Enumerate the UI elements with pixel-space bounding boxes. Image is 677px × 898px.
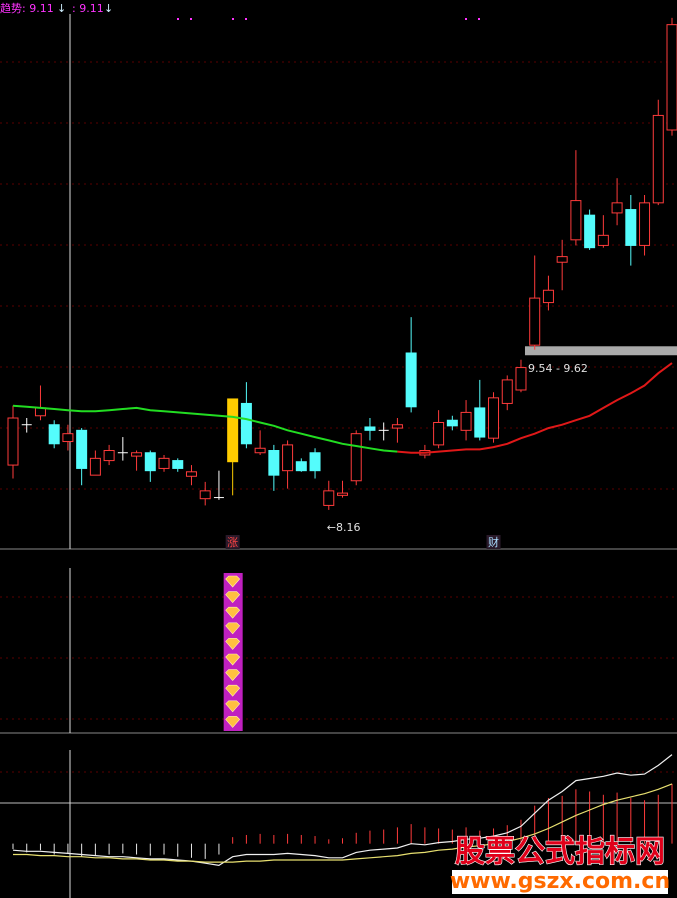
candle-body bbox=[433, 421, 445, 446]
candle-body bbox=[652, 114, 664, 204]
candle-body bbox=[131, 452, 143, 457]
candle-body bbox=[76, 429, 88, 469]
candle-body bbox=[62, 433, 74, 443]
candle-body bbox=[282, 444, 294, 472]
candle-body bbox=[172, 460, 184, 469]
candle-body bbox=[460, 411, 472, 431]
candle-body bbox=[158, 457, 170, 469]
candle-body bbox=[309, 452, 321, 472]
zone-label: 9.54 - 9.62 bbox=[528, 362, 588, 375]
low-label: ←8.16 bbox=[327, 521, 361, 534]
ma-line bbox=[12, 404, 398, 453]
candle-body bbox=[597, 234, 609, 246]
legend-arrow: ↓ bbox=[104, 2, 113, 15]
candle-body bbox=[48, 424, 60, 445]
candle-body bbox=[254, 447, 266, 454]
candle-body bbox=[570, 200, 582, 241]
candle-body bbox=[501, 379, 513, 404]
signal-diamond bbox=[225, 716, 241, 728]
candle-body bbox=[488, 397, 500, 439]
price-zone bbox=[524, 346, 677, 356]
candle-body bbox=[474, 407, 486, 438]
candle-body bbox=[625, 209, 637, 246]
candle-body bbox=[240, 402, 252, 445]
candle-body bbox=[391, 424, 403, 429]
candle-body bbox=[103, 450, 115, 462]
signal-label: 财 bbox=[488, 535, 499, 549]
candle-body bbox=[611, 202, 623, 214]
legend-text: : 9.11 bbox=[72, 2, 104, 15]
candle-body bbox=[446, 419, 458, 427]
candle-body bbox=[364, 426, 376, 431]
watermark-url: www.gszx.com.cn bbox=[450, 869, 670, 894]
signal-diamond bbox=[225, 684, 241, 697]
candle-body bbox=[556, 256, 568, 263]
candle-body bbox=[584, 214, 596, 249]
signal-diamond bbox=[225, 700, 241, 713]
macd-line bbox=[13, 783, 673, 863]
candle-body bbox=[295, 461, 307, 472]
legend-arrow: ↓ bbox=[57, 2, 66, 15]
candle-body bbox=[542, 289, 554, 304]
signal-diamond bbox=[225, 653, 241, 666]
candle-body bbox=[529, 297, 541, 346]
watermark-bg bbox=[452, 870, 668, 894]
candle-body bbox=[7, 417, 19, 466]
signal-diamond bbox=[225, 622, 241, 635]
candle-body bbox=[639, 202, 651, 246]
candle-body bbox=[144, 452, 156, 472]
candle-body bbox=[89, 457, 101, 476]
watermark-title: 股票公式指标网 bbox=[455, 835, 665, 870]
candle-body bbox=[666, 24, 677, 131]
candle-body bbox=[227, 398, 239, 463]
candle-body bbox=[185, 471, 197, 477]
layout bbox=[0, 14, 677, 898]
candle-body bbox=[337, 492, 348, 496]
candle-body bbox=[199, 490, 211, 500]
candle-body bbox=[515, 367, 527, 391]
macd-line bbox=[12, 754, 673, 867]
signal-box bbox=[486, 535, 501, 549]
candle-body bbox=[268, 450, 280, 476]
ma-line bbox=[397, 362, 673, 454]
signal-diamond bbox=[225, 575, 241, 588]
candle-body bbox=[350, 433, 362, 482]
signal-dots bbox=[177, 18, 480, 20]
candle-body bbox=[323, 490, 335, 506]
signal-diamond bbox=[225, 669, 241, 682]
signal-diamond bbox=[225, 638, 241, 650]
candle-body bbox=[405, 352, 417, 408]
signal-diamond bbox=[225, 606, 241, 619]
legend-text: 趋势: 9.11 bbox=[0, 2, 54, 15]
signal-box bbox=[225, 535, 240, 549]
signal-label: 涨 bbox=[227, 536, 238, 549]
signal-diamond bbox=[225, 591, 241, 604]
